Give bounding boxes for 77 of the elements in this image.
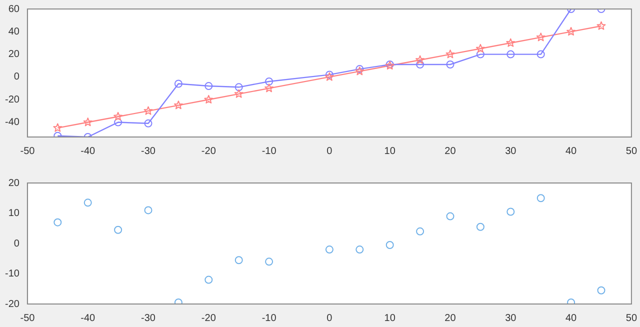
- y-tick-label: 20: [8, 49, 20, 60]
- point: [596, 21, 606, 30]
- point: [265, 77, 274, 86]
- point: [325, 246, 334, 254]
- x-tick-label: -20: [201, 312, 216, 324]
- point: [234, 83, 243, 92]
- y-tick-label: 20: [8, 178, 20, 189]
- point: [536, 50, 545, 58]
- point: [536, 32, 546, 42]
- point: [53, 123, 62, 132]
- x-tick-label: -50: [20, 146, 36, 157]
- point: [204, 276, 213, 284]
- x-tick-label: 20: [444, 312, 456, 324]
- point: [174, 80, 182, 88]
- x-tick-label: 40: [565, 146, 578, 157]
- x-tick-label: -10: [262, 312, 277, 324]
- x-tick-label: 50: [626, 146, 638, 157]
- point: [506, 208, 515, 216]
- point: [386, 241, 394, 250]
- y-tick-label: 10: [8, 208, 20, 219]
- x-tick-label: 0: [326, 146, 333, 157]
- x-tick-label: -10: [262, 146, 277, 157]
- point: [597, 286, 606, 294]
- point: [446, 50, 455, 58]
- point: [114, 226, 122, 234]
- point: [265, 258, 274, 266]
- x-tick-label: -40: [80, 146, 96, 157]
- point: [144, 119, 152, 128]
- x-tick-label: 30: [505, 146, 517, 157]
- y-tick-label: -20: [5, 298, 20, 310]
- x-tick-label: -40: [80, 312, 96, 324]
- x-tick-label: 0: [326, 312, 333, 324]
- y-tick-label: 60: [8, 4, 20, 15]
- x-tick-label: 30: [505, 312, 517, 324]
- point: [356, 246, 364, 254]
- point: [264, 84, 274, 92]
- point: [506, 50, 515, 58]
- point: [54, 218, 62, 226]
- y-tick-label: 0: [14, 238, 20, 250]
- point: [144, 206, 152, 214]
- point: [144, 106, 153, 115]
- x-tick-label: -30: [141, 146, 156, 157]
- point: [234, 89, 244, 98]
- point: [174, 100, 183, 110]
- point: [174, 298, 182, 304]
- y-tick-label: 0: [14, 72, 20, 83]
- point: [416, 60, 424, 69]
- y-tick-label: -10: [5, 268, 20, 280]
- y-tick-label: -40: [5, 117, 20, 128]
- point: [476, 44, 485, 53]
- point: [446, 212, 454, 220]
- point: [566, 26, 576, 36]
- point: [476, 50, 484, 58]
- point: [506, 38, 516, 47]
- point: [204, 94, 214, 104]
- x-tick-label: -30: [141, 312, 156, 324]
- x-tick-label: 50: [626, 312, 638, 324]
- point: [416, 227, 424, 236]
- x-tick-label: 10: [384, 146, 396, 157]
- x-tick-label: -20: [201, 146, 216, 157]
- x-tick-label: 10: [384, 312, 396, 324]
- point: [84, 198, 92, 207]
- point: [446, 60, 454, 69]
- x-tick-label: 20: [444, 146, 456, 157]
- point: [114, 112, 123, 121]
- point: [476, 222, 484, 231]
- point: [114, 118, 122, 126]
- x-tick-label: -50: [20, 312, 36, 324]
- x-tick-label: 40: [565, 312, 578, 324]
- y-tick-label: 40: [8, 26, 20, 38]
- y-tick-label: -20: [5, 94, 20, 106]
- point: [567, 298, 576, 304]
- point: [204, 82, 213, 90]
- point: [83, 118, 92, 126]
- point: [234, 256, 243, 264]
- point: [536, 194, 545, 202]
- point: [416, 55, 425, 64]
